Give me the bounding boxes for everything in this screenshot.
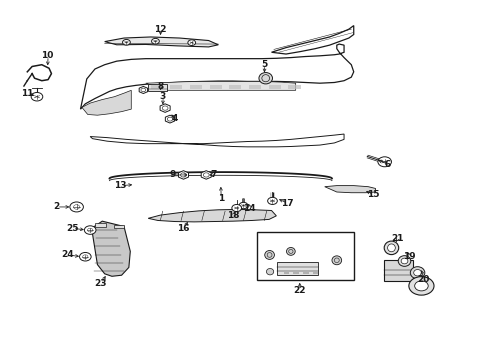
- Circle shape: [141, 88, 146, 92]
- Polygon shape: [201, 171, 211, 179]
- Polygon shape: [139, 86, 147, 94]
- Polygon shape: [91, 221, 130, 276]
- Polygon shape: [160, 104, 170, 112]
- Polygon shape: [271, 26, 353, 54]
- Text: 7: 7: [210, 170, 216, 180]
- Polygon shape: [312, 271, 318, 274]
- Ellipse shape: [397, 256, 410, 266]
- Ellipse shape: [266, 268, 273, 275]
- Circle shape: [203, 173, 209, 177]
- Circle shape: [70, 202, 83, 212]
- Text: 12: 12: [154, 25, 166, 34]
- Circle shape: [267, 197, 277, 205]
- Polygon shape: [293, 271, 299, 274]
- Polygon shape: [105, 37, 218, 47]
- Circle shape: [31, 92, 43, 101]
- Circle shape: [414, 281, 427, 291]
- Circle shape: [84, 226, 96, 234]
- Polygon shape: [324, 186, 375, 193]
- Text: 21: 21: [390, 235, 403, 243]
- Ellipse shape: [258, 72, 272, 84]
- Polygon shape: [95, 223, 106, 226]
- Text: 15: 15: [366, 190, 378, 199]
- Polygon shape: [148, 210, 276, 222]
- Text: 18: 18: [226, 211, 239, 220]
- Bar: [257, 232, 353, 280]
- Text: 14: 14: [243, 204, 256, 213]
- Circle shape: [180, 173, 186, 177]
- Circle shape: [231, 205, 241, 212]
- Text: 4: 4: [171, 114, 178, 122]
- Text: 23: 23: [94, 279, 107, 288]
- Text: 5: 5: [260, 60, 267, 69]
- Text: 6: 6: [384, 160, 390, 169]
- Ellipse shape: [387, 244, 394, 252]
- Text: 3: 3: [159, 92, 166, 101]
- Text: 9: 9: [169, 170, 175, 180]
- Ellipse shape: [409, 267, 424, 279]
- Text: 10: 10: [41, 51, 54, 60]
- Polygon shape: [90, 134, 343, 147]
- Text: 25: 25: [66, 224, 78, 233]
- Polygon shape: [82, 90, 131, 115]
- Circle shape: [122, 40, 130, 45]
- Polygon shape: [170, 85, 182, 89]
- Ellipse shape: [383, 241, 398, 255]
- Circle shape: [162, 106, 167, 110]
- Polygon shape: [268, 85, 280, 89]
- Polygon shape: [283, 271, 289, 274]
- Polygon shape: [146, 81, 295, 90]
- Text: 19: 19: [402, 252, 415, 261]
- Polygon shape: [190, 85, 202, 89]
- Circle shape: [187, 40, 195, 45]
- Text: 22: 22: [293, 286, 305, 295]
- Text: 2: 2: [53, 202, 60, 211]
- Polygon shape: [288, 85, 300, 89]
- Ellipse shape: [413, 270, 421, 276]
- Circle shape: [167, 117, 172, 121]
- Text: 16: 16: [177, 224, 189, 233]
- Polygon shape: [178, 171, 188, 179]
- Ellipse shape: [286, 247, 295, 255]
- Circle shape: [151, 39, 159, 44]
- Text: 20: 20: [417, 275, 429, 284]
- Polygon shape: [249, 85, 260, 89]
- Circle shape: [79, 252, 91, 261]
- Text: 1: 1: [217, 193, 224, 202]
- Polygon shape: [114, 225, 124, 227]
- Polygon shape: [165, 115, 174, 123]
- Text: 24: 24: [61, 251, 74, 260]
- Text: 8: 8: [157, 81, 163, 91]
- Text: 13: 13: [114, 181, 127, 190]
- Polygon shape: [229, 85, 241, 89]
- Bar: [383, 260, 412, 281]
- Circle shape: [377, 157, 391, 167]
- Ellipse shape: [400, 258, 407, 264]
- Polygon shape: [80, 44, 353, 109]
- Polygon shape: [151, 85, 162, 89]
- Bar: [277, 262, 318, 275]
- Circle shape: [239, 202, 247, 209]
- Text: 17: 17: [281, 199, 293, 208]
- Text: 11: 11: [21, 89, 33, 98]
- Ellipse shape: [264, 251, 274, 260]
- Bar: [148, 84, 166, 91]
- Circle shape: [408, 277, 433, 295]
- Polygon shape: [209, 85, 221, 89]
- Polygon shape: [302, 271, 308, 274]
- Ellipse shape: [331, 256, 341, 265]
